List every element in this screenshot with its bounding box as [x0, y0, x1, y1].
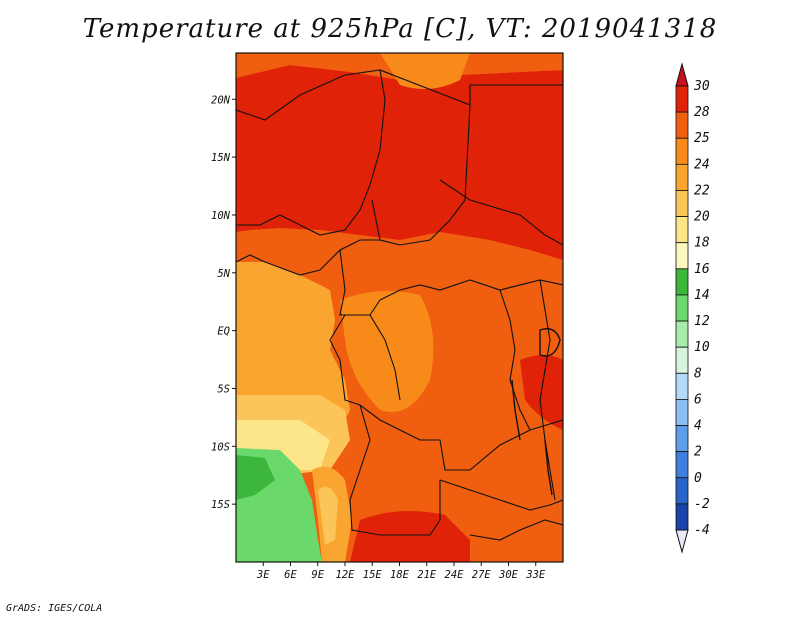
colorbar-swatch	[675, 216, 689, 244]
colorbar-label: 28	[694, 105, 710, 120]
lat-tick-label: 5N	[217, 268, 230, 280]
colorbar-swatch	[675, 242, 689, 270]
colorbar-swatch	[675, 346, 689, 374]
lake-victoria	[539, 328, 561, 357]
lat-tick-label: 15S	[211, 499, 230, 511]
colorbar-swatch	[675, 503, 689, 531]
colorbar-label: 22	[694, 183, 710, 198]
map-title: Temperature at 925hPa [C], VT: 201904131…	[82, 14, 718, 44]
border-sudan	[439, 179, 563, 246]
border-niger-mali	[236, 69, 386, 236]
lake-malawi	[544, 439, 553, 496]
border-nigeria	[236, 239, 380, 276]
colorbar-label: 20	[694, 210, 710, 225]
border-drc-east	[499, 289, 531, 431]
colorbar-bottom-triangle	[675, 529, 689, 554]
colorbar-label: 30	[693, 79, 710, 94]
colorbar-label: 10	[694, 340, 710, 355]
lon-tick-label: 24E	[445, 569, 465, 581]
colorbar-swatch	[675, 451, 689, 479]
field-ocean-16	[236, 455, 275, 500]
lat-tick-label: 10S	[211, 441, 230, 453]
border-tanzania	[539, 279, 556, 501]
lon-tick-label: 18E	[390, 569, 410, 581]
border-angola	[349, 404, 441, 536]
colorbar-swatch	[675, 294, 689, 322]
footer-credit: GrADS: IGES/COLA	[6, 603, 103, 614]
colorbar-label: -2	[694, 497, 710, 512]
colorbar-label: 8	[694, 366, 702, 381]
lat-tick-label: EQ	[217, 326, 230, 338]
country-borders	[236, 69, 563, 541]
colorbar-label: 16	[694, 262, 710, 277]
colorbar-swatch	[675, 425, 689, 453]
colorbar-swatch	[675, 85, 689, 113]
colorbar-label: 6	[694, 392, 702, 407]
colorbar-label: 0	[694, 471, 702, 486]
colorbar-swatch	[675, 190, 689, 217]
border-libya-egypt	[469, 84, 563, 105]
lon-tick-label: 6E	[284, 569, 297, 581]
colorbar-label: 14	[694, 288, 710, 303]
border-zimbabwe	[469, 519, 563, 541]
colorbar-swatch	[675, 137, 689, 165]
lat-tick-label: 5S	[217, 383, 230, 395]
colorbar-label: 24	[694, 157, 710, 172]
lon-tick-label: 33E	[525, 569, 546, 581]
lat-tick-label: 20N	[211, 94, 231, 106]
colorbar-label: 25	[694, 131, 710, 146]
lon-tick-label: 3E	[256, 569, 270, 581]
colorbar-swatch	[675, 163, 689, 191]
field-hot-sahel	[236, 65, 563, 260]
lon-tick-label: 12E	[336, 569, 356, 581]
lon-tick-label: 21E	[417, 569, 437, 581]
colorbar-label: 4	[694, 419, 702, 434]
colorbar-swatch	[675, 477, 689, 505]
colorbar-top-triangle	[675, 62, 689, 87]
field-congo-basin	[340, 291, 434, 412]
latitude-axis: 20N 15N 10N 5N EQ 5S 10S 15S	[211, 94, 236, 511]
colorbar-swatch	[675, 268, 689, 296]
lon-tick-label: 9E	[311, 569, 324, 581]
field-north-patch	[380, 53, 470, 89]
lake-tanganyika	[511, 379, 521, 441]
border-car	[339, 249, 563, 316]
longitude-axis: 3E 6E 9E 12E 15E 18E 21E 24E 27E 30E 33E	[256, 562, 546, 581]
field-namib-inner	[318, 486, 338, 545]
field-hot-south	[350, 511, 470, 562]
lat-tick-label: 10N	[211, 210, 231, 222]
colorbar-label: 2	[694, 445, 702, 460]
colorbar-swatch	[675, 399, 689, 426]
colorbar-swatch	[675, 320, 689, 348]
border-congo	[369, 314, 401, 401]
colorbar-swatch	[675, 372, 689, 400]
border-zambia	[439, 479, 563, 511]
border-chad	[371, 69, 471, 246]
temperature-field	[236, 53, 563, 562]
lat-tick-label: 15N	[211, 152, 231, 164]
colorbar-label: 18	[694, 236, 710, 251]
colorbar-label: -4	[694, 523, 710, 538]
lakes	[511, 328, 561, 496]
colorbar-swatch	[675, 111, 689, 139]
lon-tick-label: 27E	[472, 569, 492, 581]
colorbar-label: 12	[694, 314, 710, 329]
lon-tick-label: 15E	[363, 569, 383, 581]
border-drc-south	[329, 314, 563, 471]
lon-tick-label: 30E	[498, 569, 519, 581]
